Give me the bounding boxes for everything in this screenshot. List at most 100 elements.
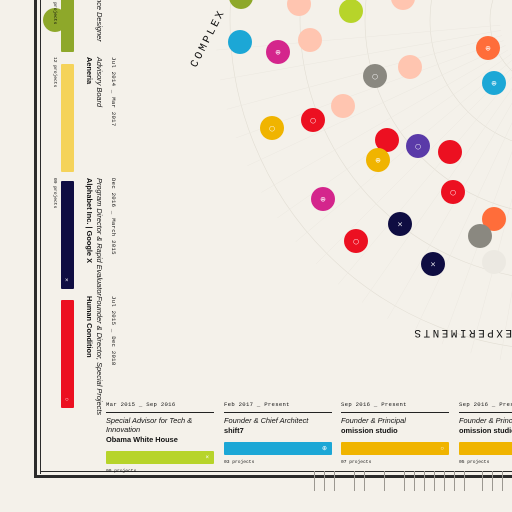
radial-spoke xyxy=(470,198,512,354)
radial-spoke xyxy=(261,49,509,193)
project-dot[interactable] xyxy=(391,0,415,10)
project-dot[interactable] xyxy=(482,207,506,231)
close-icon: × xyxy=(397,220,403,228)
horizontal-role-card[interactable]: Mar 2015 _ Sep 2016 Special Advisor for T… xyxy=(106,401,224,474)
project-dot[interactable] xyxy=(438,140,462,164)
close-icon: × xyxy=(205,455,209,461)
project-dot[interactable] xyxy=(229,0,253,9)
role-date: Dec 2016 _ March 2015 xyxy=(110,178,117,255)
role-organization: shift7 xyxy=(224,426,244,435)
timeline-tick xyxy=(464,471,465,491)
radial-guide-ring xyxy=(429,0,512,142)
frame-line-left xyxy=(34,0,37,478)
role-organization: Human Condition xyxy=(85,296,94,358)
arc-label-experiments: EXPERIMENTS xyxy=(412,326,512,338)
project-dot[interactable]: × xyxy=(421,252,445,276)
timeline-tick xyxy=(502,471,503,491)
target-icon: ⊕ xyxy=(485,44,491,52)
frame-line-left-inner xyxy=(40,0,41,474)
role-date: Sep 2016 _ Present xyxy=(341,401,407,408)
target-icon: ⊕ xyxy=(275,48,281,56)
project-dot[interactable]: ○ xyxy=(301,108,325,132)
role-title: ance Designer xyxy=(95,0,104,42)
role-title: Founder & Director, Special Projects xyxy=(95,296,104,416)
timeline-tick xyxy=(314,471,315,491)
project-dot[interactable] xyxy=(287,0,311,16)
target-icon: ⊕ xyxy=(491,79,497,87)
project-dot[interactable] xyxy=(228,30,252,54)
circle-icon: ○ xyxy=(353,237,359,245)
project-dot[interactable]: × xyxy=(388,212,412,236)
role-title: Special Advisor for Tech & Innovation xyxy=(106,416,193,434)
divider xyxy=(459,412,512,413)
role-date: Mar 2015 _ Sep 2016 xyxy=(106,401,176,408)
role-bar[interactable] xyxy=(61,0,74,52)
divider xyxy=(224,412,332,413)
project-dot[interactable]: ○ xyxy=(260,116,284,140)
role-bar[interactable] xyxy=(459,442,512,455)
timeline-tick xyxy=(482,471,483,491)
timeline-tick xyxy=(492,471,493,491)
project-dot[interactable]: ⊕ xyxy=(266,40,290,64)
project-dot[interactable]: ⊕ xyxy=(476,36,500,60)
role-organization: Aeneria xyxy=(85,57,94,85)
project-count: 45 projects xyxy=(52,0,57,25)
project-dot[interactable]: ⊕ xyxy=(482,71,506,95)
role-bar[interactable]: × xyxy=(61,181,74,289)
project-dot[interactable] xyxy=(339,0,363,23)
project-dots: ⊕ ⊕ ○ ⊕ ○ ○ ○ ⊕ ⊕ ○ × ○ × xyxy=(43,0,506,276)
horizontal-role-card[interactable]: Feb 2017 _ Present Founder & Chief Archit… xyxy=(224,401,342,465)
timeline-tick xyxy=(364,471,365,491)
timeline-tick xyxy=(414,471,415,491)
arc-label-complex: COMPLEX xyxy=(189,8,229,70)
project-dot[interactable] xyxy=(298,28,322,52)
radial-spoke xyxy=(247,45,506,167)
radial-guide-ring xyxy=(364,0,512,210)
radial-guides xyxy=(229,0,512,347)
project-dot[interactable]: ○ xyxy=(363,64,387,88)
role-title: Founder & Chief Architect xyxy=(224,416,309,425)
project-dot[interactable] xyxy=(468,224,492,248)
circle-icon: ○ xyxy=(65,397,69,403)
role-date: Jul 2014 _ Mar 2017 xyxy=(110,57,117,127)
project-dot[interactable] xyxy=(398,55,422,79)
role-organization: omission studio xyxy=(341,426,398,435)
project-dot[interactable]: ○ xyxy=(406,134,430,158)
project-count: 07 projects xyxy=(341,460,372,465)
radial-spoke xyxy=(338,76,512,285)
role-bar[interactable]: ○ xyxy=(61,300,74,408)
timeline-ticks xyxy=(306,471,512,512)
project-dot[interactable]: ○ xyxy=(441,180,465,204)
frame-line-bottom-inner xyxy=(40,471,512,472)
radial-guide-ring xyxy=(489,0,512,72)
radial-spoke xyxy=(216,24,501,51)
radial-spoke xyxy=(413,122,512,333)
target-icon: ⊕ xyxy=(320,195,326,203)
project-dot[interactable] xyxy=(375,128,399,152)
project-dot[interactable] xyxy=(482,250,506,274)
timeline-tick xyxy=(444,471,445,491)
circle-icon: ○ xyxy=(372,72,378,80)
role-date: Feb 2017 _ Present xyxy=(224,401,290,408)
role-bar[interactable]: ⊕ xyxy=(224,442,332,455)
role-bar[interactable]: ○ xyxy=(341,442,449,455)
project-count: 12 projects xyxy=(52,57,57,88)
circle-icon: ○ xyxy=(310,116,316,124)
role-date: Jul 2015 _ Dec 2018 xyxy=(110,296,117,366)
project-dot[interactable]: ⊕ xyxy=(311,187,335,211)
project-dot[interactable]: ○ xyxy=(344,229,368,253)
horizontal-role-card[interactable]: Sep 2016 _ Present Founder & Principalomi… xyxy=(459,401,512,465)
circle-icon: ○ xyxy=(450,188,456,196)
close-icon: × xyxy=(430,260,436,268)
project-dot[interactable]: ⊕ xyxy=(366,148,390,172)
timeline-tick xyxy=(384,471,385,491)
target-icon: ⊕ xyxy=(375,156,381,164)
role-bar[interactable] xyxy=(61,64,74,172)
role-bar[interactable]: × xyxy=(106,451,214,464)
divider xyxy=(106,412,214,413)
radial-spoke xyxy=(499,290,512,360)
project-dot[interactable] xyxy=(331,94,355,118)
circle-icon: ○ xyxy=(440,446,444,452)
